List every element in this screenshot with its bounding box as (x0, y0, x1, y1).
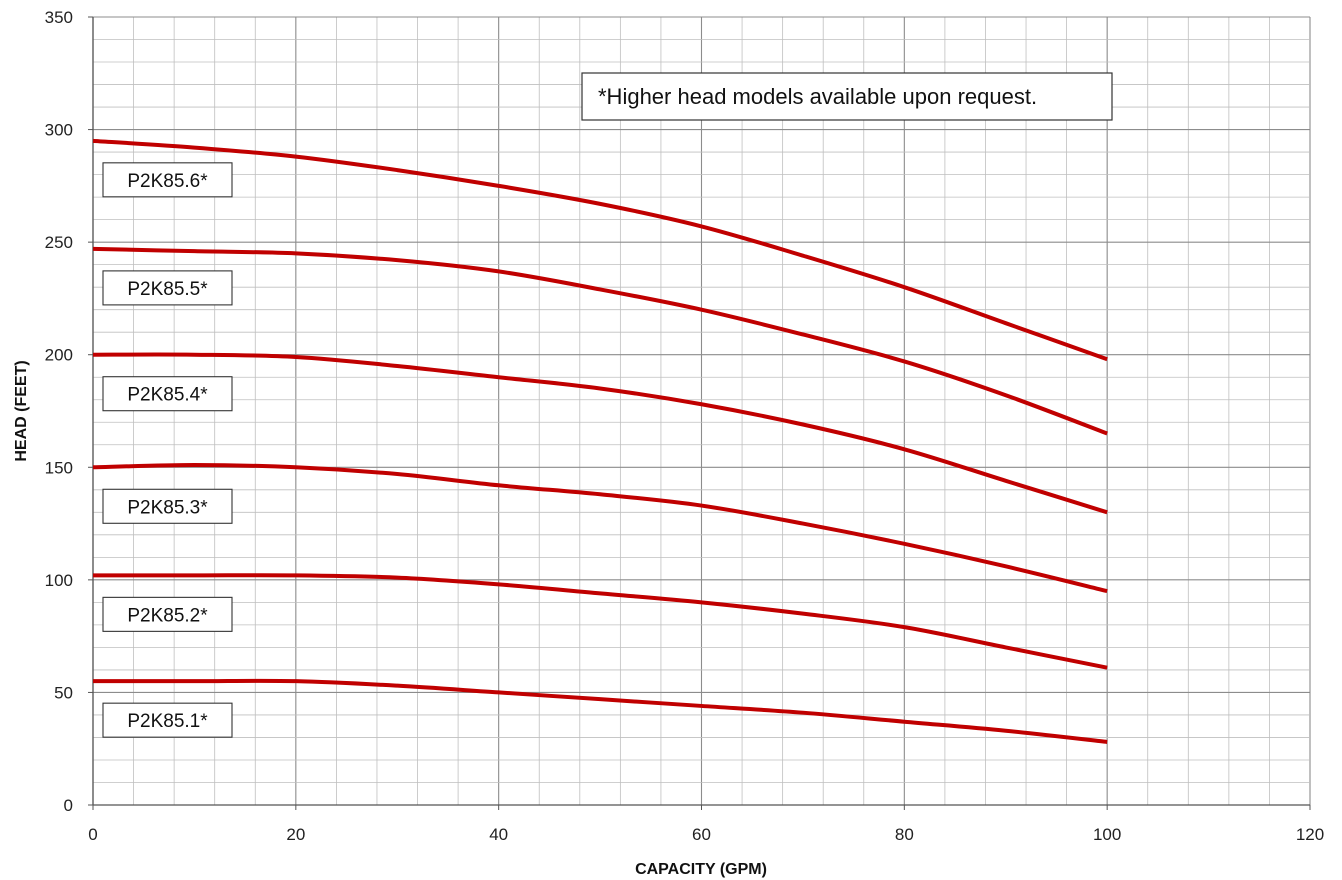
annotation-group: *Higher head models available upon reque… (581, 72, 1113, 121)
series-label: P2K85.6* (127, 171, 208, 192)
series-label-box (102, 488, 233, 524)
y-tick-label: 150 (45, 458, 73, 477)
y-tick-label: 250 (45, 233, 73, 252)
grid (92, 16, 1311, 806)
series-line-4 (92, 463, 1108, 594)
x-tick-label: 120 (1296, 825, 1324, 844)
x-tick-label: 60 (692, 825, 711, 844)
annotation-text: *Higher head models available upon reque… (598, 84, 1037, 109)
series-label: P2K85.4* (127, 385, 208, 406)
series-label: P2K85.1* (127, 711, 208, 732)
series-label: P2K85.3* (127, 497, 208, 518)
series-label-box (102, 596, 233, 632)
y-tick-label: 50 (54, 683, 73, 702)
x-tick-label: 20 (286, 825, 305, 844)
series-line-3 (92, 352, 1108, 515)
axes: 0 20 40 60 80 100 120 0 50 100 150 200 250 300 350 (45, 8, 1325, 844)
y-tick-label: 0 (64, 796, 73, 815)
series-line-5 (92, 573, 1108, 670)
x-tick-label: 100 (1093, 825, 1121, 844)
series-label-box (102, 270, 233, 306)
series-line-1 (92, 138, 1108, 362)
series-line-6 (92, 678, 1108, 744)
y-tick-label: 200 (45, 346, 73, 365)
y-tick-label: 350 (45, 8, 73, 27)
series-label: P2K85.2* (127, 605, 208, 626)
x-tick-label: 80 (895, 825, 914, 844)
series-line-2 (92, 246, 1108, 436)
annotation-box (581, 72, 1113, 121)
series-label-box (102, 702, 233, 738)
curves (92, 138, 1108, 744)
y-tick-label: 100 (45, 571, 73, 590)
curve-labels: P2K85.6* P2K85.5* P2K85.4* P2K85.3* P2K85.2*… (102, 162, 233, 738)
y-axis-title: HEAD (FEET) (13, 360, 30, 461)
series-label-box (102, 376, 233, 412)
x-tick-label: 40 (489, 825, 508, 844)
series-label: P2K85.5* (127, 279, 208, 300)
series-label-box (102, 162, 233, 198)
x-axis-title: CAPACITY (GPM) (635, 861, 767, 878)
x-tick-label: 0 (88, 825, 97, 844)
y-tick-label: 300 (45, 121, 73, 140)
